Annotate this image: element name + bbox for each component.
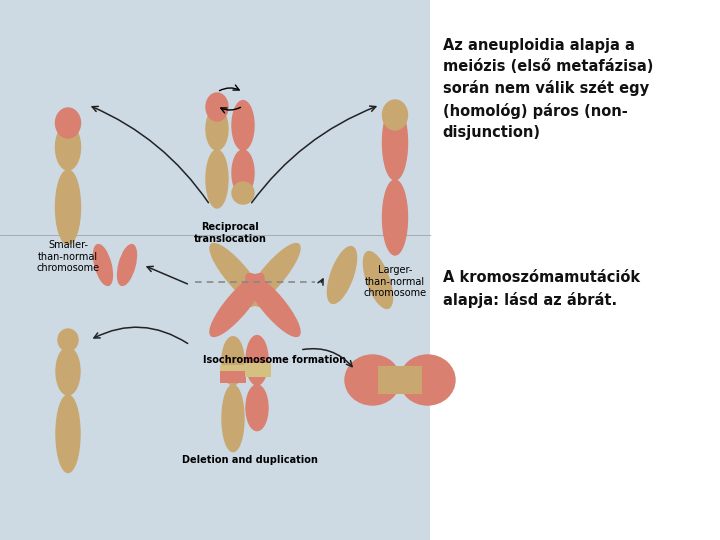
Ellipse shape <box>206 108 228 150</box>
Ellipse shape <box>58 329 78 351</box>
Text: Smaller-
than-normal
chromosome: Smaller- than-normal chromosome <box>37 240 99 273</box>
Text: Reciprocal
translocation: Reciprocal translocation <box>194 222 266 244</box>
Ellipse shape <box>222 385 244 451</box>
Ellipse shape <box>232 182 254 204</box>
Ellipse shape <box>222 337 244 385</box>
Ellipse shape <box>382 180 408 255</box>
Ellipse shape <box>94 245 112 285</box>
Ellipse shape <box>55 108 81 138</box>
Ellipse shape <box>210 274 264 336</box>
Ellipse shape <box>246 385 268 430</box>
Ellipse shape <box>246 244 300 306</box>
Ellipse shape <box>117 245 137 285</box>
Bar <box>245 363 271 377</box>
Ellipse shape <box>210 244 264 306</box>
Ellipse shape <box>382 100 408 130</box>
Text: A kromoszómamutációk
alapja: lásd az ábrát.: A kromoszómamutációk alapja: lásd az ábr… <box>443 270 640 307</box>
Text: Az aneuploidia alapja a
meiózis (első metafázisa)
során nem válik szét egy
(homo: Az aneuploidia alapja a meiózis (első me… <box>443 38 653 140</box>
Text: Isochromosome formation: Isochromosome formation <box>204 355 346 365</box>
Ellipse shape <box>206 150 228 208</box>
Ellipse shape <box>382 105 408 180</box>
Ellipse shape <box>232 150 254 195</box>
Ellipse shape <box>364 252 392 308</box>
Ellipse shape <box>246 335 268 385</box>
Ellipse shape <box>56 395 80 472</box>
Ellipse shape <box>56 348 80 395</box>
Ellipse shape <box>345 355 400 405</box>
Ellipse shape <box>55 170 81 245</box>
Ellipse shape <box>328 247 356 303</box>
Text: Deletion and duplication: Deletion and duplication <box>182 455 318 465</box>
Text: Larger-
than-normal
chromosome: Larger- than-normal chromosome <box>364 265 426 298</box>
Ellipse shape <box>246 274 300 336</box>
Ellipse shape <box>55 124 81 170</box>
Ellipse shape <box>206 93 228 121</box>
Bar <box>220 368 246 383</box>
Ellipse shape <box>232 100 254 150</box>
Bar <box>378 366 422 394</box>
Ellipse shape <box>400 355 455 405</box>
Bar <box>220 365 246 371</box>
Bar <box>0 0 430 540</box>
